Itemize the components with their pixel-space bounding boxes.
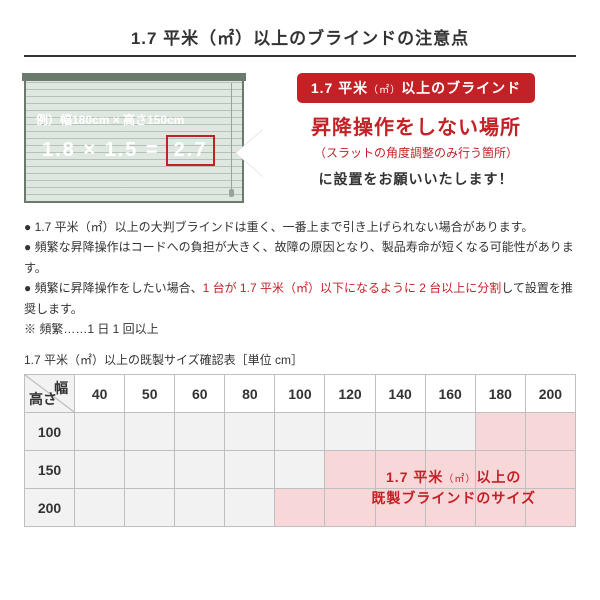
cell	[125, 489, 175, 527]
hero-callout: 1.7 平米（㎡）以上のブラインド 昇降操作をしない場所 （スラットの角度調整の…	[256, 73, 576, 189]
cell	[425, 489, 475, 527]
col-head: 120	[325, 375, 375, 413]
note-4: ※ 頻繁……1 日 1 回以上	[24, 319, 576, 339]
col-head: 180	[475, 375, 525, 413]
cell	[375, 489, 425, 527]
blind-illustration: 例）幅180cm × 高さ150cm 1.8 × 1.5 = 2.7	[24, 73, 244, 203]
size-table-wrap: 幅 高さ 40 50 60 80 100 120 140 160 180 200…	[24, 374, 576, 527]
cell	[525, 489, 575, 527]
cell	[225, 451, 275, 489]
corner-height-label: 高さ	[29, 389, 57, 409]
size-table: 幅 高さ 40 50 60 80 100 120 140 160 180 200…	[24, 374, 576, 527]
cell	[125, 451, 175, 489]
col-head: 160	[425, 375, 475, 413]
cell	[475, 451, 525, 489]
table-row: 200	[25, 489, 576, 527]
col-head: 60	[175, 375, 225, 413]
cell	[75, 451, 125, 489]
callout-arrow-icon	[236, 129, 264, 177]
cell	[75, 413, 125, 451]
calc-result-box: 2.7	[166, 135, 216, 166]
col-head: 140	[375, 375, 425, 413]
cell	[375, 451, 425, 489]
note-2: ● 頻繁な昇降操作はコードへの負担が大きく、故障の原因となり、製品寿命が短くなる…	[24, 237, 576, 278]
note-3: ● 頻繁に昇降操作をしたい場合、1 台が 1.7 平米（㎡）以下になるように 2…	[24, 278, 576, 319]
warning-sub: （スラットの角度調整のみ行う箇所）	[256, 144, 576, 161]
cell	[425, 413, 475, 451]
row-head: 100	[25, 413, 75, 451]
cell	[525, 451, 575, 489]
cell	[125, 413, 175, 451]
page-title: 1.7 平米（㎡）以上のブラインドの注意点	[24, 24, 576, 49]
cell	[325, 451, 375, 489]
row-head: 200	[25, 489, 75, 527]
badge-unit: （㎡）	[368, 85, 401, 96]
table-row: 100	[25, 413, 576, 451]
row-head: 150	[25, 451, 75, 489]
hero-row: 例）幅180cm × 高さ150cm 1.8 × 1.5 = 2.7 1.7 平…	[24, 73, 576, 203]
cell	[225, 413, 275, 451]
notes-list: ● 1.7 平米（㎡）以上の大判ブラインドは重く、一番上まで引き上げられない場合…	[24, 217, 576, 339]
col-head: 200	[525, 375, 575, 413]
table-row: 150	[25, 451, 576, 489]
cell	[75, 489, 125, 527]
cell	[475, 489, 525, 527]
cell	[275, 451, 325, 489]
cell	[425, 451, 475, 489]
calc-left: 1.8 × 1.5 =	[42, 139, 160, 162]
cell	[475, 413, 525, 451]
cell	[525, 413, 575, 451]
blind-calc: 1.8 × 1.5 = 2.7	[42, 135, 215, 166]
cell	[175, 489, 225, 527]
col-head: 100	[275, 375, 325, 413]
corner-cell: 幅 高さ	[25, 375, 75, 413]
col-head: 80	[225, 375, 275, 413]
blind-cord-icon	[231, 83, 232, 193]
col-head: 50	[125, 375, 175, 413]
table-caption: 1.7 平米（㎡）以上の既製サイズ確認表［単位 cm］	[24, 351, 576, 368]
cell	[375, 413, 425, 451]
col-head: 40	[75, 375, 125, 413]
cell	[325, 413, 375, 451]
blind-headrail	[22, 73, 246, 81]
cell	[325, 489, 375, 527]
page-root: 1.7 平米（㎡）以上のブラインドの注意点 例）幅180cm × 高さ150cm…	[0, 0, 600, 527]
cell	[175, 451, 225, 489]
cell	[275, 413, 325, 451]
blind-example-label: 例）幅180cm × 高さ150cm	[36, 111, 184, 128]
size-badge: 1.7 平米（㎡）以上のブラインド	[297, 73, 535, 103]
title-underline	[24, 55, 576, 57]
warning-headline: 昇降操作をしない場所	[256, 111, 576, 140]
table-header-row: 幅 高さ 40 50 60 80 100 120 140 160 180 200	[25, 375, 576, 413]
badge-tail: 以上のブラインド	[401, 80, 521, 96]
warning-body: に設置をお願いいたします！	[256, 169, 576, 189]
cell	[175, 413, 225, 451]
cell	[225, 489, 275, 527]
cell	[275, 489, 325, 527]
badge-main: 1.7 平米	[311, 80, 368, 96]
note-1: ● 1.7 平米（㎡）以上の大判ブラインドは重く、一番上まで引き上げられない場合…	[24, 217, 576, 237]
